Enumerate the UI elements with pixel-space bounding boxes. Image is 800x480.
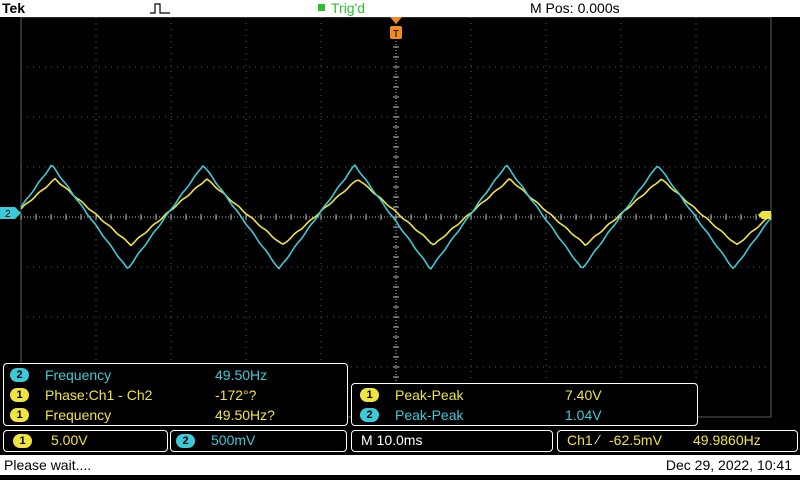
ch1-scale-value: 5.00V <box>51 432 88 448</box>
ch2-scale-readout[interactable]: 2 500mV <box>170 430 347 452</box>
measurement-label: Peak-Peak <box>395 387 464 403</box>
trigger-readout[interactable]: Ch1 ⁄ -62.5mV 49.9860Hz <box>557 430 798 452</box>
trigger-level: -62.5mV <box>609 432 662 448</box>
ch2-scale-value: 500mV <box>211 432 256 448</box>
graticule-grid <box>20 16 772 418</box>
ch2-level-marker[interactable]: 2 <box>0 207 21 220</box>
mpos-value: 0.000s <box>577 0 620 16</box>
trigger-status-text: Trig'd <box>331 0 366 16</box>
top-status-bar: Tek Trig'd M Pos: 0.000s <box>0 0 800 17</box>
measurement-value: 7.40V <box>565 387 602 403</box>
measurement-row[interactable]: 1 Frequency 49.50Hz? <box>4 405 347 425</box>
ch1-scale-readout[interactable]: 1 5.00V <box>3 430 168 452</box>
date-time: Dec 29, 2022, 10:41 <box>665 457 792 473</box>
trigger-slope-icon: ⁄ <box>597 432 600 447</box>
measurement-value: 49.50Hz? <box>215 407 275 423</box>
measurement-row[interactable]: 1 Phase:Ch1 - Ch2 -172°? <box>4 385 347 405</box>
timebase-readout[interactable]: M 10.0ms <box>351 430 553 452</box>
horizontal-position: M Pos: 0.000s <box>530 0 620 17</box>
brand-logo: Tek <box>2 0 26 16</box>
ch1-badge-icon: 1 <box>10 388 29 402</box>
measurement-label: Peak-Peak <box>395 407 464 423</box>
trigger-source: Ch1 <box>567 432 593 448</box>
ch2-badge-icon: 2 <box>10 368 29 382</box>
svg-text:2: 2 <box>5 209 11 220</box>
trigger-level-marker[interactable] <box>758 211 771 219</box>
trigger-frequency: 49.9860Hz <box>693 432 761 448</box>
measurements-panel-left: 2 Frequency 49.50Hz 1 Phase:Ch1 - Ch2 -1… <box>3 363 348 426</box>
measurement-row[interactable]: 1 Peak-Peak 7.40V <box>352 385 697 405</box>
trigger-position-marker[interactable]: T <box>390 17 402 40</box>
timebase-value: M 10.0ms <box>361 432 423 448</box>
ch2-badge-icon: 2 <box>176 434 195 448</box>
ch2-badge-icon: 2 <box>360 408 379 422</box>
measurement-label: Phase:Ch1 - Ch2 <box>45 387 153 403</box>
mpos-label: M Pos: <box>530 0 574 16</box>
ch1-waveform <box>20 177 772 247</box>
measurements-panel-right: 1 Peak-Peak 7.40V 2 Peak-Peak 1.04V <box>351 383 698 426</box>
ch2-waveform <box>20 163 772 271</box>
status-message: Please wait.... <box>4 457 92 473</box>
svg-text:T: T <box>393 29 399 40</box>
ch1-badge-icon: 1 <box>360 388 379 402</box>
ch1-badge-icon: 1 <box>13 434 32 448</box>
measurement-value: -172°? <box>215 387 257 403</box>
measurement-value: 1.04V <box>565 407 602 423</box>
measurement-row[interactable]: 2 Frequency 49.50Hz <box>4 365 347 385</box>
measurement-value: 49.50Hz <box>215 367 268 383</box>
bottom-status-bar: Please wait.... Dec 29, 2022, 10:41 <box>0 455 800 475</box>
trigger-status: Trig'd <box>318 0 365 17</box>
acquisition-pulse-icon <box>150 3 170 14</box>
measurement-label: Frequency <box>45 407 112 423</box>
measurement-label: Frequency <box>45 367 112 383</box>
trigger-led-icon <box>318 4 325 11</box>
ch1-badge-icon: 1 <box>10 408 29 422</box>
measurement-row[interactable]: 2 Peak-Peak 1.04V <box>352 405 697 425</box>
